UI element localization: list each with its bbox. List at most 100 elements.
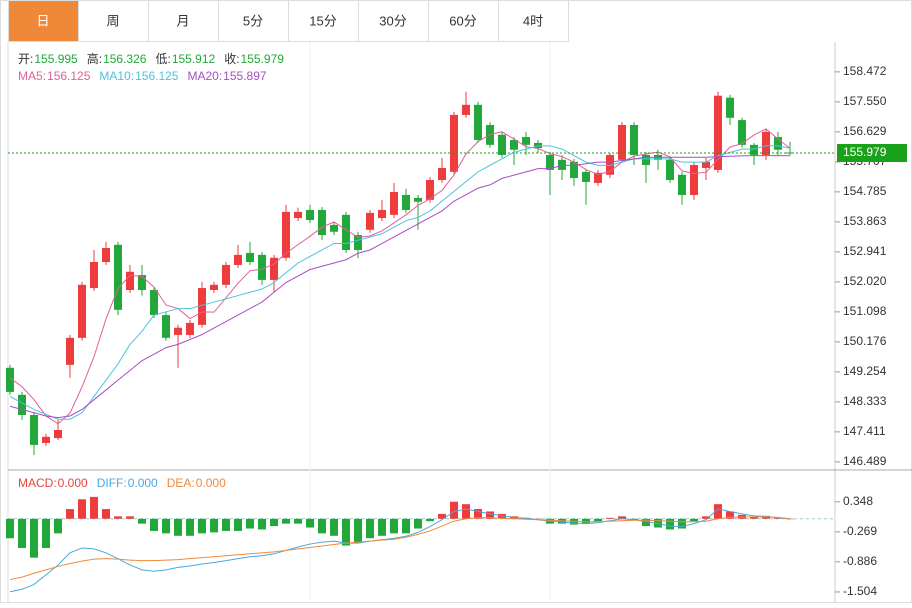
- candle-body: [66, 337, 74, 365]
- last-price-label: 155.979: [843, 145, 887, 159]
- macd-bar: [174, 518, 182, 536]
- candle-body: [186, 322, 194, 335]
- tab-label[interactable]: 60分: [449, 13, 476, 28]
- tab[interactable]: [8, 0, 79, 42]
- candle-body: [210, 284, 218, 291]
- macd-bar: [678, 518, 686, 529]
- candle-body: [666, 159, 674, 181]
- candle-body: [234, 254, 242, 265]
- legend-label: MA5:: [18, 69, 46, 83]
- candle-body: [498, 134, 506, 155]
- macd-bar: [606, 517, 614, 519]
- macd-bar: [486, 511, 494, 519]
- candle-body: [522, 137, 530, 145]
- tab[interactable]: [498, 0, 569, 42]
- tab-label[interactable]: 日: [36, 13, 49, 28]
- y-tick-label: 158.472: [843, 64, 887, 78]
- candle-body: [762, 131, 770, 155]
- macd-bar: [6, 518, 14, 539]
- candle-body: [390, 192, 398, 215]
- candle-body: [126, 271, 134, 291]
- candle-body: [282, 211, 290, 258]
- candle-body: [354, 235, 362, 250]
- legend-label: DEA:: [167, 476, 195, 490]
- candle-body: [474, 104, 482, 140]
- tab[interactable]: [78, 0, 149, 42]
- candle-body: [174, 327, 182, 335]
- y-tick-label: -0.886: [843, 554, 877, 568]
- candle-body: [270, 257, 278, 280]
- macd-bar: [282, 518, 290, 524]
- y-tick-label: 147.411: [843, 424, 886, 438]
- candle-body: [306, 209, 314, 221]
- y-tick-label: 150.176: [843, 334, 887, 348]
- last-price-tag: [837, 144, 907, 163]
- candle-body: [90, 262, 98, 289]
- macd-bar: [642, 518, 650, 527]
- macd-bar: [198, 518, 206, 534]
- candle-body: [714, 95, 722, 170]
- legend-value: 155.912: [172, 52, 216, 66]
- macd-bar: [150, 518, 158, 531]
- tab[interactable]: [358, 0, 429, 42]
- candle-body: [42, 436, 50, 443]
- macd-bar: [30, 518, 38, 558]
- candle-body: [582, 171, 590, 182]
- macd-bar: [534, 518, 542, 520]
- tab-label[interactable]: 30分: [379, 13, 406, 28]
- candle-body: [102, 248, 110, 263]
- macd-bar: [114, 516, 122, 519]
- macd-bar: [714, 504, 722, 519]
- candle-body: [54, 429, 62, 439]
- candle-body: [294, 211, 302, 219]
- macd-bar: [426, 518, 434, 522]
- candle-body: [198, 288, 206, 325]
- candle-body: [330, 224, 338, 232]
- candle-body: [546, 154, 554, 170]
- candle-body: [318, 209, 326, 236]
- line: [9, 145, 791, 420]
- macd-bar: [726, 511, 734, 519]
- legend-value: 155.979: [241, 52, 285, 66]
- macd-bar: [594, 518, 602, 522]
- candle-body: [438, 167, 446, 181]
- y-tick-label: 151.098: [843, 304, 887, 318]
- macd-bar: [78, 499, 86, 519]
- legend-label: 低:: [155, 52, 170, 66]
- macd-bar: [210, 518, 218, 533]
- macd-bar: [750, 516, 758, 519]
- tab-label[interactable]: 周: [106, 13, 119, 28]
- candle-body: [6, 367, 14, 392]
- y-tick-label: 149.254: [843, 364, 887, 378]
- y-tick-label: 0.348: [843, 494, 873, 508]
- tab-label[interactable]: 5分: [243, 13, 263, 28]
- macd-bar: [786, 518, 794, 520]
- macd-bar: [66, 509, 74, 519]
- candle-body: [630, 124, 638, 155]
- candle-body: [594, 172, 602, 183]
- macd-bar: [366, 518, 374, 539]
- candle-body: [426, 180, 434, 200]
- tab-label[interactable]: 月: [176, 13, 189, 28]
- candle-body: [414, 197, 422, 202]
- macd-bar: [342, 518, 350, 546]
- tab[interactable]: [218, 0, 289, 42]
- candle-body: [402, 194, 410, 210]
- macd-bar: [450, 501, 458, 519]
- candle-body: [78, 284, 86, 338]
- macd-bar: [270, 518, 278, 527]
- legend-label: MACD:: [18, 476, 57, 490]
- line: [9, 155, 791, 419]
- candle-body: [570, 161, 578, 179]
- tab-label[interactable]: 4时: [523, 13, 543, 28]
- legend-label: 开:: [18, 52, 33, 66]
- tab-label[interactable]: 15分: [309, 13, 336, 28]
- candle-body: [678, 174, 686, 195]
- y-tick-label: 148.333: [843, 394, 887, 408]
- candle-body: [18, 394, 26, 415]
- legend-value: 0.000: [128, 476, 158, 490]
- y-tick-label: 157.550: [843, 94, 887, 108]
- candle-body: [618, 124, 626, 160]
- legend-label: 高:: [87, 51, 102, 66]
